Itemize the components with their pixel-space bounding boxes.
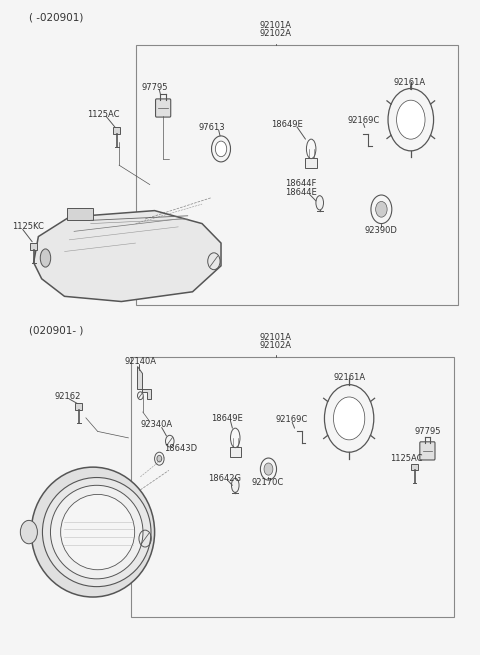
Ellipse shape bbox=[40, 249, 51, 267]
Text: 18642G: 18642G bbox=[208, 474, 241, 483]
Bar bbox=[411, 464, 418, 470]
FancyBboxPatch shape bbox=[156, 99, 171, 117]
Text: 97613: 97613 bbox=[199, 123, 225, 132]
Bar bbox=[30, 243, 37, 250]
Circle shape bbox=[396, 100, 425, 139]
Bar bbox=[75, 403, 82, 410]
Text: 92169C: 92169C bbox=[275, 415, 307, 424]
Text: 18644F: 18644F bbox=[285, 179, 316, 188]
Text: 92101A: 92101A bbox=[260, 21, 291, 30]
Ellipse shape bbox=[42, 477, 151, 587]
Text: 92170C: 92170C bbox=[252, 477, 284, 487]
Ellipse shape bbox=[316, 196, 324, 210]
Text: 92161A: 92161A bbox=[333, 373, 365, 382]
Ellipse shape bbox=[230, 428, 240, 447]
Circle shape bbox=[376, 202, 387, 217]
Text: 92162: 92162 bbox=[55, 392, 81, 402]
Text: 92390D: 92390D bbox=[365, 225, 398, 234]
Circle shape bbox=[334, 397, 365, 440]
Text: 97795: 97795 bbox=[414, 427, 441, 436]
Ellipse shape bbox=[50, 485, 143, 579]
Circle shape bbox=[216, 141, 227, 157]
Text: 92102A: 92102A bbox=[260, 341, 291, 350]
Text: 18649E: 18649E bbox=[271, 120, 302, 129]
Bar bbox=[131, 357, 454, 616]
Ellipse shape bbox=[31, 467, 155, 597]
Polygon shape bbox=[137, 366, 151, 399]
Text: 18649E: 18649E bbox=[211, 414, 242, 423]
Bar bbox=[229, 447, 241, 457]
Bar bbox=[113, 128, 120, 134]
Circle shape bbox=[157, 455, 162, 462]
Text: 1125AC: 1125AC bbox=[87, 110, 120, 119]
Text: 97795: 97795 bbox=[141, 83, 168, 92]
Text: ( -020901): ( -020901) bbox=[29, 12, 83, 22]
Ellipse shape bbox=[306, 139, 316, 159]
Text: 92161A: 92161A bbox=[394, 77, 426, 86]
Text: (020901- ): (020901- ) bbox=[29, 325, 83, 335]
FancyBboxPatch shape bbox=[420, 442, 435, 460]
Text: 92169C: 92169C bbox=[347, 117, 380, 126]
Bar bbox=[136, 45, 458, 305]
Ellipse shape bbox=[231, 478, 239, 493]
Text: 1125KC: 1125KC bbox=[12, 221, 44, 231]
Ellipse shape bbox=[60, 495, 135, 570]
Polygon shape bbox=[34, 211, 221, 301]
Text: 92101A: 92101A bbox=[260, 333, 291, 342]
Circle shape bbox=[20, 520, 37, 544]
Text: 92102A: 92102A bbox=[260, 29, 291, 39]
Text: 18643D: 18643D bbox=[164, 445, 197, 453]
Bar bbox=[67, 208, 93, 219]
Text: 92340A: 92340A bbox=[141, 421, 173, 430]
Text: 1125AC: 1125AC bbox=[390, 454, 422, 463]
Text: 92140A: 92140A bbox=[124, 357, 156, 365]
Circle shape bbox=[264, 463, 273, 475]
Text: 18644E: 18644E bbox=[285, 188, 317, 197]
Bar bbox=[305, 158, 317, 168]
